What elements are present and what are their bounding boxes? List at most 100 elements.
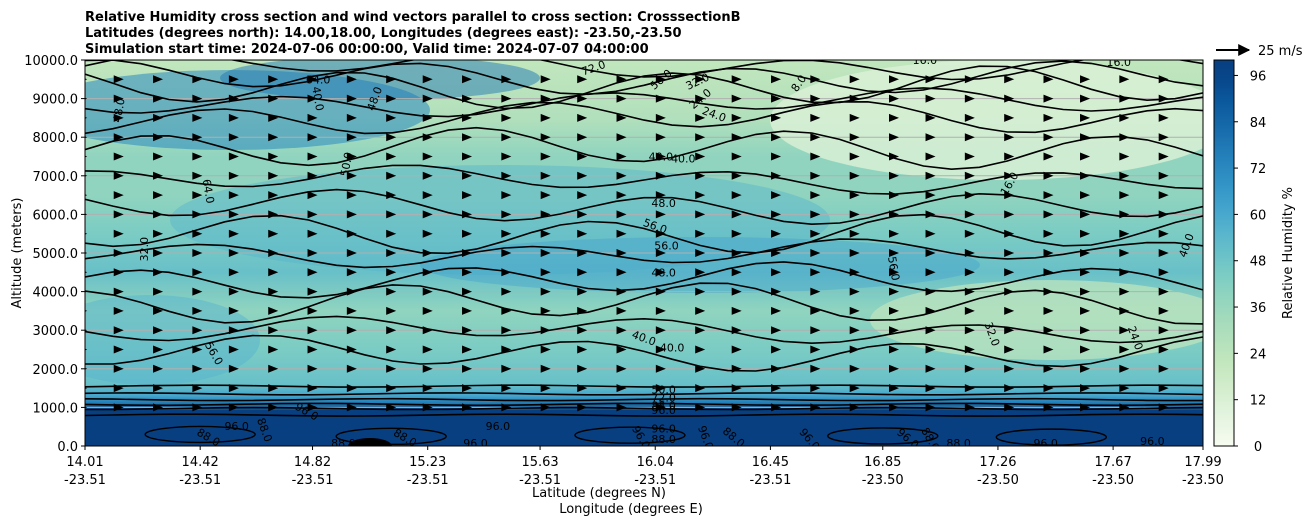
x-axis-label-lat: Latitude (degrees N) [532,486,666,501]
contour-label: 96.0 [651,423,676,436]
wind-vector [616,345,627,354]
wind-vector [113,75,124,84]
wind-vector [228,94,239,103]
contour-line [85,334,1203,372]
wind-vector [85,232,88,235]
wind-vector [386,326,397,335]
wind-vector [577,403,588,412]
wind-vector [616,191,627,200]
wind-vector [925,345,936,354]
wind-vector [771,287,782,296]
wind-vector [731,403,742,412]
contour-line [85,164,1203,195]
wind-vector [695,94,706,103]
wind-vector [695,113,706,122]
wind-vector [925,210,936,219]
wind-vector [577,171,588,180]
wind-vector [113,191,124,200]
wind-vector [153,384,164,393]
wind-vector [577,287,588,296]
wind-vector [1043,345,1054,354]
wind-vector [577,326,588,335]
wind-vector [422,326,433,335]
wind-vector [577,345,588,354]
wind-vector [540,364,551,373]
wind-vector [1119,287,1130,296]
wind-vector [540,306,551,315]
wind-vector [1158,171,1169,180]
wind-vector [925,326,936,335]
wind-vector [1080,113,1091,122]
wind-vector [695,210,706,219]
wind-vector [422,287,433,296]
wind-vector [1119,268,1130,277]
wind-vector [307,268,318,277]
wind-vector [346,287,357,296]
wind-vector [655,210,666,219]
wind-vector [810,384,821,393]
contour-label: 56.0 [654,239,679,252]
wind-vector [695,306,706,315]
wind-vector [771,326,782,335]
wind-vector [1043,287,1054,296]
wind-vector [307,210,318,219]
wind-vector [1004,384,1015,393]
wind-vector [810,364,821,373]
wind-vector [1080,306,1091,315]
rh-patch-5000m [420,237,980,293]
contour-label: 96.0 [463,437,488,450]
wind-vector [346,384,357,393]
wind-vector [655,306,666,315]
wind-vector [422,306,433,315]
wind-vector [386,306,397,315]
wind-vector [307,171,318,180]
wind-vector [964,210,975,219]
wind-vector [1004,210,1015,219]
contour-line [85,413,1203,417]
contour-label: 48.0 [651,197,676,210]
x-tick-label-lon: -23.50 [862,473,904,488]
wind-vector [577,249,588,257]
wind-vector [307,75,318,84]
wind-vector [889,94,900,103]
wind-vector [192,133,203,142]
wind-vector [810,345,821,354]
wind-vector [268,403,279,412]
wind-vector [153,210,164,219]
wind-vector [616,152,627,161]
wind-vector [1004,229,1015,238]
wind-vector [1004,326,1015,335]
wind-vector [153,152,164,161]
wind-vector [695,384,706,393]
wind-vector [113,345,124,354]
wind-vector [925,403,936,412]
wind-vector [422,152,433,161]
y-tick-label: 6000.0 [33,208,79,223]
wind-vector [925,75,936,84]
wind-vector [307,287,318,296]
wind-vector [1158,326,1169,335]
wind-vector [1119,345,1130,354]
wind-vector [964,94,975,103]
wind-vector [577,229,588,238]
wind-vector [192,306,203,315]
wind-vector [695,403,706,412]
wind-vector [925,94,936,103]
wind-vector [422,403,433,412]
contour-line [85,315,1203,345]
wind-vector [695,133,706,142]
wind-vector [695,364,706,373]
wind-vector [501,249,512,257]
wind-vector [925,171,936,180]
wind-vector [771,403,782,412]
y-tick-label: 4000.0 [33,286,79,301]
wind-vector [925,133,936,142]
contour-label: 96.0 [1140,435,1165,448]
wind-vector [889,364,900,373]
wind-vector [849,191,860,200]
contour-label: 40.0 [309,85,326,111]
wind-vector [1080,249,1091,257]
colorbar-tick-label: 48 [1250,255,1267,270]
wind-vector [346,345,357,354]
wind-vector [113,403,124,412]
